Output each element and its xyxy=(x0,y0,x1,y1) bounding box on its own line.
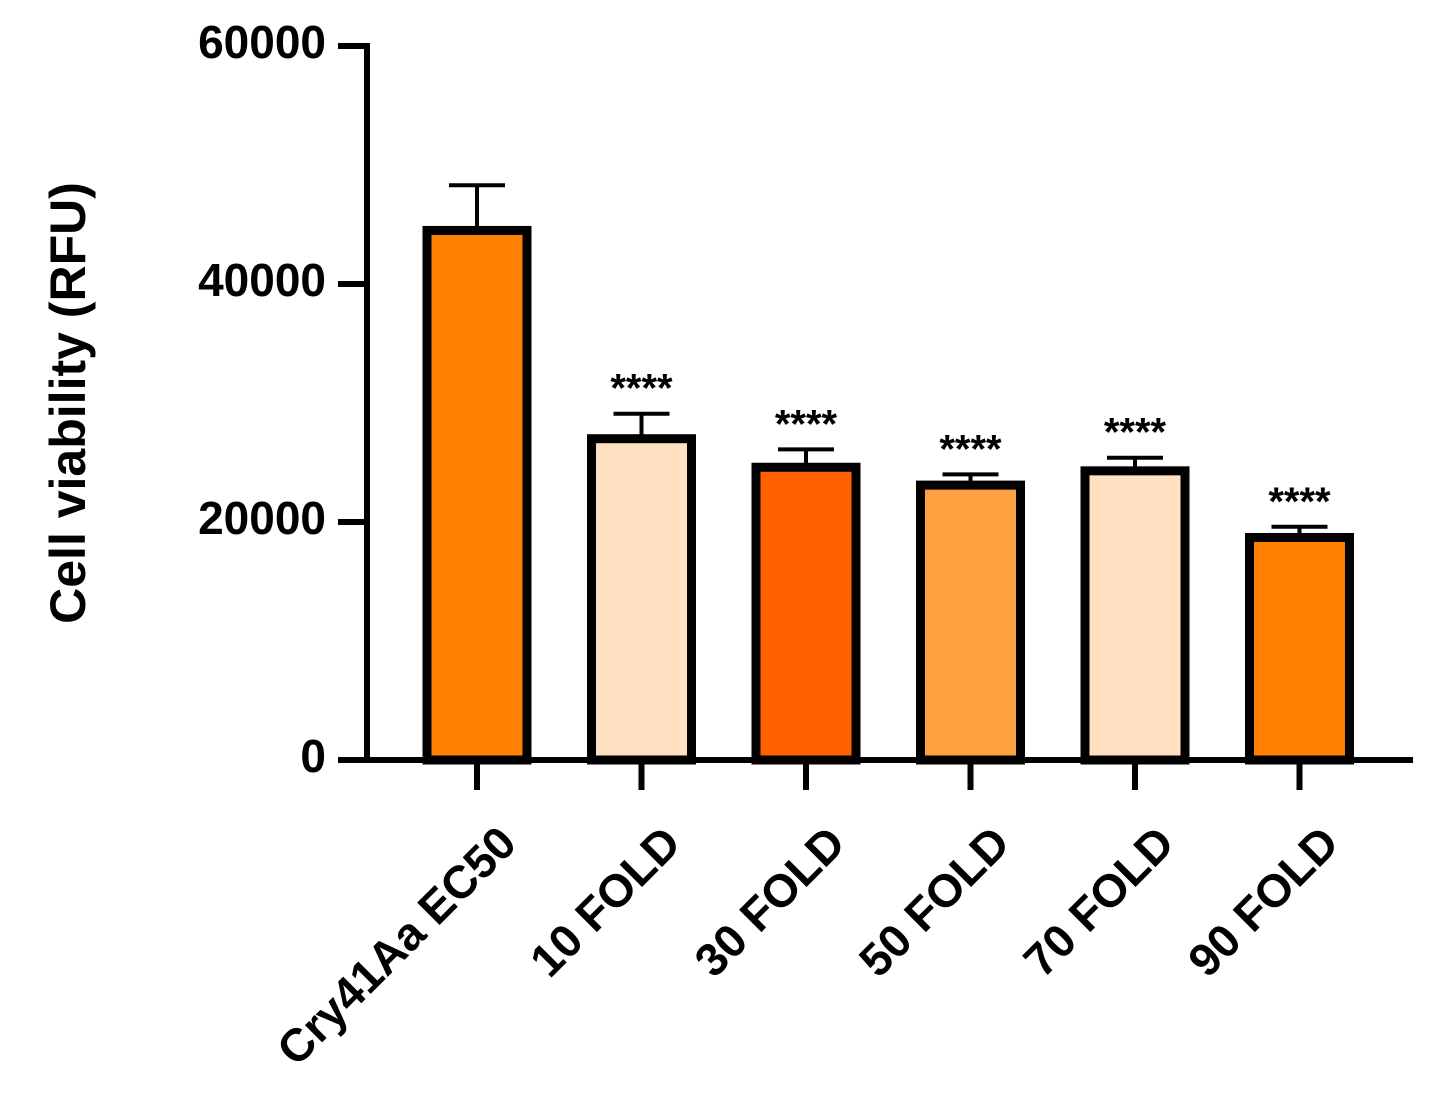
x-tick-label: Cry41Aa EC50 xyxy=(267,816,526,1075)
x-tick-label: 70 FOLD xyxy=(1013,816,1184,987)
y-tick-label: 0 xyxy=(300,730,326,782)
significance-label: **** xyxy=(610,367,673,411)
significance-label: **** xyxy=(1104,411,1167,455)
significance-label: **** xyxy=(1268,480,1331,524)
y-tick-label: 40000 xyxy=(198,254,326,306)
x-tick-label: 10 FOLD xyxy=(520,816,691,987)
y-axis-label: Cell viability (RFU) xyxy=(40,182,96,624)
significance-label: **** xyxy=(939,427,1002,471)
bar xyxy=(1080,466,1190,765)
bar xyxy=(1245,532,1354,765)
y-tick-label: 20000 xyxy=(198,492,326,544)
x-tick-label: 90 FOLD xyxy=(1178,816,1349,987)
bar xyxy=(587,434,696,765)
x-tick-label: 50 FOLD xyxy=(849,816,1020,987)
bar xyxy=(422,225,532,765)
y-tick-label: 60000 xyxy=(198,16,326,68)
bar xyxy=(916,480,1025,765)
bar xyxy=(751,462,861,765)
x-tick-label: 30 FOLD xyxy=(684,816,855,987)
significance-label: **** xyxy=(775,402,838,446)
